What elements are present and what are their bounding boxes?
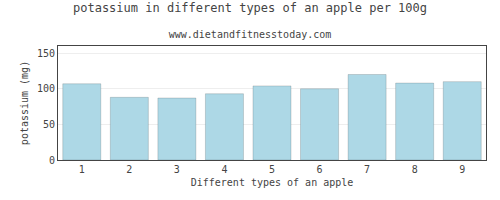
svg-text:50: 50: [43, 119, 55, 130]
svg-text:8: 8: [412, 164, 418, 175]
svg-text:7: 7: [364, 164, 370, 175]
svg-text:potassium in different types o: potassium in different types of an apple…: [73, 1, 427, 15]
svg-text:Different types of an apple: Different types of an apple: [191, 177, 354, 188]
svg-text:3: 3: [174, 164, 180, 175]
svg-text:4: 4: [221, 164, 227, 175]
svg-text:150: 150: [37, 48, 55, 59]
svg-text:6: 6: [317, 164, 323, 175]
svg-text:potassium (mg): potassium (mg): [19, 61, 30, 145]
svg-text:2: 2: [126, 164, 132, 175]
svg-text:1: 1: [79, 164, 85, 175]
svg-text:100: 100: [37, 83, 55, 94]
svg-text:www.dietandfitnesstoday.com: www.dietandfitnesstoday.com: [169, 29, 332, 40]
svg-text:5: 5: [269, 164, 275, 175]
svg-text:9: 9: [459, 164, 465, 175]
svg-text:0: 0: [49, 155, 55, 166]
